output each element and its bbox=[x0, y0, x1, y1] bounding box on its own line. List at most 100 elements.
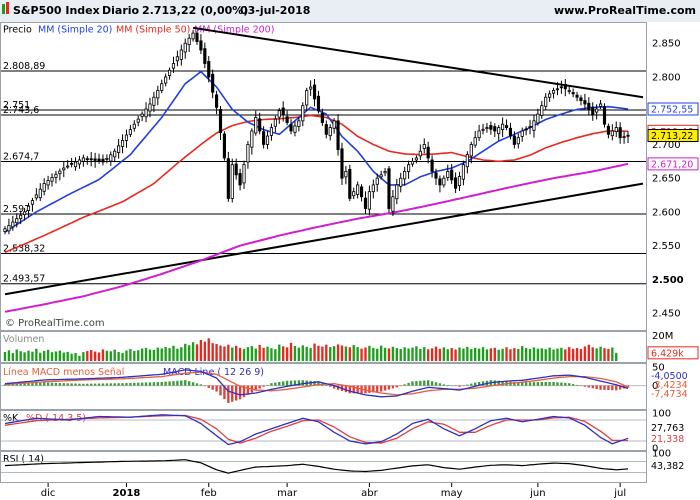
macd-hist-bar bbox=[82, 383, 85, 386]
volume-bar bbox=[70, 353, 73, 361]
volume-bar bbox=[407, 348, 410, 361]
macd-legend: Línea MACD menos Señal MACD Line ( 12 26… bbox=[3, 367, 264, 378]
chart-marks: 2.8502.8002.7502.7002.6502.6002.5502.500… bbox=[1, 26, 699, 499]
macd-hist-bar bbox=[618, 385, 622, 390]
volume-bar bbox=[560, 347, 563, 361]
candle-body bbox=[461, 164, 466, 180]
period-label: Diario bbox=[102, 4, 140, 17]
candle-body bbox=[254, 117, 258, 134]
candle-body bbox=[622, 136, 626, 139]
candle-body bbox=[101, 158, 105, 163]
volume-bar bbox=[411, 347, 414, 361]
volume-bar bbox=[356, 347, 359, 361]
macd-hist-bar bbox=[477, 381, 481, 386]
candle-body bbox=[234, 163, 238, 176]
stoch-tick-label: 0 bbox=[652, 444, 658, 455]
macd-hist-bar bbox=[156, 382, 159, 386]
candle-body bbox=[551, 90, 556, 94]
candle-body bbox=[414, 157, 418, 161]
macd-hist-bar bbox=[352, 385, 355, 394]
volume-bar bbox=[23, 352, 26, 361]
stoch-legend-d: %D ( 14 3 5) bbox=[26, 413, 86, 424]
macd-hist-bar bbox=[430, 381, 434, 386]
price-last-value: 2.671,20 bbox=[651, 159, 693, 170]
macd-hist-bar bbox=[603, 385, 606, 390]
price-last-value: 2.713,22 bbox=[651, 131, 693, 142]
volume-bar bbox=[583, 346, 587, 361]
candle-body bbox=[277, 110, 281, 118]
candle-body bbox=[485, 127, 489, 129]
volume-bar bbox=[607, 348, 610, 361]
macd-hist-bar bbox=[458, 385, 461, 387]
volume-bar bbox=[336, 344, 340, 361]
x-tick-label: jun bbox=[529, 488, 545, 499]
macd-hist-bar bbox=[11, 384, 15, 386]
macd-hist-bar bbox=[521, 382, 524, 386]
volume-bar bbox=[58, 350, 62, 361]
volume-bar bbox=[223, 346, 226, 361]
stoch-last-value: 27,763 bbox=[651, 423, 684, 434]
volume-bar bbox=[383, 347, 387, 361]
macd-hist-bar bbox=[289, 380, 293, 386]
candle-body bbox=[289, 124, 293, 132]
macd-hist-bar bbox=[536, 381, 540, 386]
candle-body bbox=[293, 125, 297, 133]
volume-last-value: 6.429k bbox=[651, 348, 684, 359]
macd-hist-bar bbox=[219, 385, 222, 396]
candle-body bbox=[501, 123, 505, 131]
price-last-value: 2.752,55 bbox=[651, 104, 693, 115]
macd-hist-bar bbox=[607, 385, 610, 391]
volume-bar bbox=[536, 348, 540, 361]
candle-body bbox=[379, 174, 383, 178]
ma20-line bbox=[4, 70, 629, 233]
candle-body bbox=[66, 165, 70, 168]
candle-body bbox=[583, 100, 587, 105]
volume-bar bbox=[317, 345, 320, 361]
level-label: 2.597 bbox=[3, 204, 30, 215]
candle-body bbox=[418, 150, 422, 157]
candle-body bbox=[54, 173, 58, 178]
macd-hist-bar bbox=[70, 383, 73, 386]
level-label: 2.493,57 bbox=[3, 274, 45, 285]
volume-bar bbox=[254, 348, 257, 361]
volume-bar bbox=[415, 346, 418, 361]
volume-bar bbox=[242, 348, 246, 361]
macd-hist-bar bbox=[293, 380, 297, 386]
volume-bar bbox=[540, 348, 543, 361]
stoch-last-value: 21,338 bbox=[651, 434, 684, 445]
macd-hist-bar bbox=[611, 385, 614, 391]
trendline bbox=[4, 182, 644, 296]
candle-body bbox=[430, 159, 434, 172]
candle-body bbox=[363, 197, 368, 209]
macd-hist-bar bbox=[172, 381, 175, 386]
macd-hist-bar bbox=[199, 384, 203, 386]
macd-hist-bar bbox=[415, 381, 418, 386]
macd-hist-bar bbox=[54, 382, 58, 386]
macd-legend-hist: Línea MACD menos Señal bbox=[3, 367, 124, 378]
candle-body bbox=[281, 107, 285, 115]
volume-bar bbox=[548, 347, 551, 361]
volume-bar bbox=[454, 349, 457, 361]
volume-bar bbox=[39, 352, 42, 361]
candle-body bbox=[442, 177, 446, 186]
volume-bar bbox=[31, 351, 34, 361]
watermark: © ProRealTime.com bbox=[5, 318, 105, 329]
volume-bar bbox=[352, 345, 355, 361]
candle-body bbox=[26, 205, 31, 211]
candle-body bbox=[120, 140, 125, 147]
volume-bar bbox=[203, 341, 207, 361]
candle-body bbox=[19, 214, 23, 220]
candle-body bbox=[124, 134, 129, 141]
volume-bar bbox=[419, 348, 422, 361]
x-tick-label: may bbox=[441, 488, 463, 499]
volume-bar bbox=[109, 351, 112, 361]
level-label: 2.743,6 bbox=[3, 105, 39, 116]
candle-body bbox=[504, 125, 509, 128]
candle-body bbox=[23, 211, 27, 216]
candle-body bbox=[128, 129, 132, 135]
volume-bar bbox=[152, 349, 156, 361]
macd-hist-bar bbox=[35, 382, 38, 386]
volume-bar bbox=[579, 349, 583, 361]
macd-hist-bar bbox=[391, 385, 395, 389]
last-price-label: 2.713,22 (0,00%) bbox=[142, 4, 248, 17]
